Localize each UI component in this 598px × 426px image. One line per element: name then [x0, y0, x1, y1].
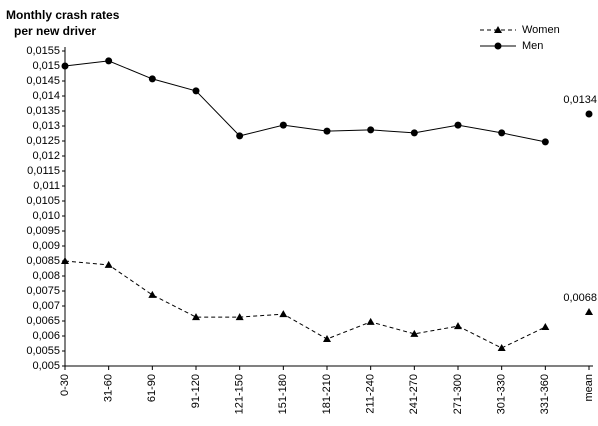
legend-label: Men: [522, 40, 543, 52]
y-tick-label: 0,009: [32, 240, 60, 252]
y-tick-label: 0,008: [32, 270, 60, 282]
y-tick-label: 0,0085: [26, 255, 60, 267]
x-tick-label: 181-210: [321, 374, 333, 414]
marker: [585, 308, 593, 315]
y-tick-label: 0,0055: [26, 345, 60, 357]
x-tick-label: 91-120: [190, 374, 202, 408]
marker: [279, 121, 287, 129]
y-tick-label: 0,015: [32, 60, 60, 72]
value-label: 0,0068: [563, 292, 597, 304]
marker: [105, 57, 113, 65]
marker: [585, 110, 593, 118]
x-tick-label: 271-300: [452, 374, 464, 414]
marker: [279, 310, 288, 318]
marker: [454, 121, 462, 129]
marker: [148, 290, 157, 298]
marker: [541, 138, 549, 146]
marker: [498, 129, 506, 137]
marker: [410, 329, 419, 337]
y-tick-label: 0,007: [32, 300, 60, 312]
x-tick-label: 61-90: [146, 374, 158, 402]
y-tick-label: 0,011: [33, 180, 60, 192]
y-tick-label: 0,005: [32, 360, 60, 372]
marker: [497, 344, 506, 351]
marker: [61, 62, 69, 70]
x-tick-label: 301-330: [496, 374, 508, 414]
y-tick-label: 0,010: [32, 210, 60, 222]
y-tick-label: 0,0155: [26, 45, 60, 57]
x-tick-label: 0-30: [59, 374, 71, 396]
marker: [454, 322, 462, 330]
marker: [192, 87, 200, 95]
legend-marker: [494, 42, 502, 50]
x-tick-label: 331-360: [539, 374, 551, 414]
marker: [236, 132, 244, 140]
y-tick-label: 0,0145: [26, 75, 60, 87]
marker: [323, 335, 331, 342]
series-line: [64, 60, 546, 143]
marker: [367, 126, 375, 134]
y-tick-label: 0,0105: [26, 195, 60, 207]
marker: [235, 313, 244, 321]
y-tick-label: 0,006: [32, 330, 60, 342]
y-tick-label: 0,0115: [27, 165, 60, 177]
marker: [410, 129, 418, 137]
legend-label: Women: [522, 24, 560, 36]
x-tick-label: 211-240: [365, 374, 377, 414]
marker: [148, 75, 156, 83]
x-tick-label: 31-60: [103, 374, 115, 402]
y-tick-label: 0,0075: [26, 285, 60, 297]
y-tick-label: 0,013: [32, 120, 60, 132]
y-tick-label: 0,0125: [26, 135, 60, 147]
y-tick-label: 0,014: [32, 90, 60, 102]
marker: [192, 313, 200, 321]
y-tick-label: 0,0065: [26, 315, 60, 327]
x-tick-label: 241-270: [408, 374, 420, 414]
marker: [366, 317, 375, 325]
y-tick-label: 0,0095: [26, 225, 60, 237]
y-tick-label: 0,0135: [26, 105, 60, 117]
chart-title: Monthly crash rates: [6, 8, 120, 22]
legend-marker: [494, 26, 502, 33]
chart-subtitle: per new driver: [14, 24, 96, 38]
x-tick-label: 151-180: [277, 374, 289, 414]
x-tick-label: mean: [583, 374, 595, 402]
marker: [104, 260, 113, 268]
marker: [541, 323, 550, 330]
series-line: [64, 260, 546, 349]
value-label: 0,0134: [563, 94, 597, 106]
y-tick-label: 0,012: [32, 150, 60, 162]
marker: [323, 127, 331, 135]
x-tick-label: 121-150: [234, 374, 246, 414]
marker: [61, 257, 69, 264]
